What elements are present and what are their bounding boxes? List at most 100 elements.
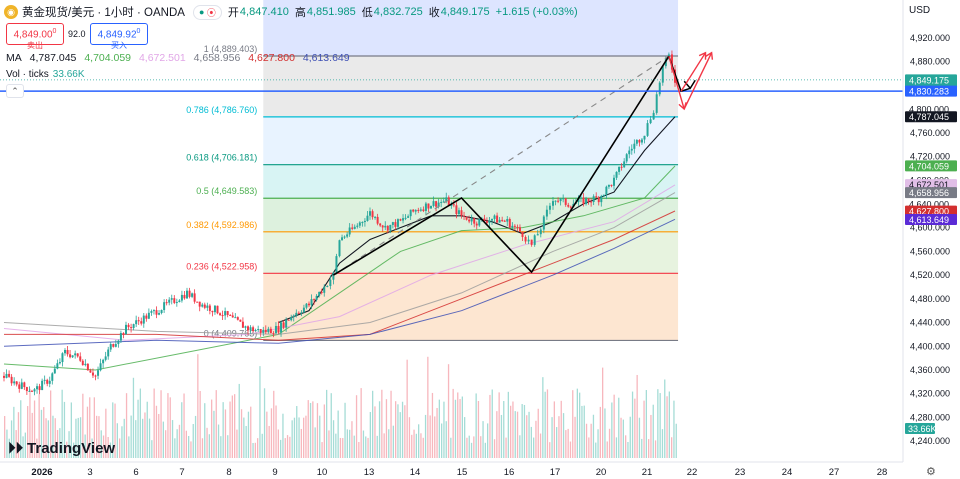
projection-arrowhead-red-1 xyxy=(678,102,687,111)
projection-arrowhead-red-3 xyxy=(705,51,714,60)
candle-body xyxy=(234,317,237,319)
volume-bar xyxy=(93,397,95,458)
candle-body xyxy=(661,66,664,83)
price-axis xyxy=(903,0,960,479)
sell-button[interactable]: 4,849.000 卖出 xyxy=(6,23,64,50)
volume-legend[interactable]: Vol · ticks 33.66K xyxy=(6,69,85,80)
volume-bar xyxy=(314,427,316,458)
volume-bar xyxy=(238,383,240,458)
volume-bar xyxy=(284,438,286,458)
volume-bar xyxy=(273,390,275,458)
candle-body xyxy=(320,291,323,293)
candle-body xyxy=(310,299,313,306)
volume-bar xyxy=(155,405,158,458)
candle-body xyxy=(554,200,557,202)
volume-bar xyxy=(102,435,105,458)
volume-bar xyxy=(259,366,261,458)
candle-body xyxy=(28,390,31,392)
candle-body xyxy=(524,236,527,242)
projection-arrow-red-1 xyxy=(668,56,685,110)
candle-body xyxy=(262,329,265,333)
price-tag-bg xyxy=(905,85,957,97)
x-tick-label: 7 xyxy=(179,467,184,478)
collapse-legend-button[interactable]: ⌃ xyxy=(6,84,24,98)
chart-header: ◉ 黄金现货/美元 · 1小时 · OANDA ● ⦿ 开 4,847.410 高… xyxy=(4,3,584,21)
volume-bar xyxy=(197,354,199,458)
volume-bar xyxy=(201,438,204,458)
volume-bar xyxy=(675,423,677,458)
candle-body xyxy=(201,304,204,307)
candle-body xyxy=(125,324,127,335)
settings-gear-icon[interactable]: ⚙ xyxy=(926,466,936,478)
volume-bar xyxy=(89,397,91,458)
candle-body xyxy=(513,225,516,227)
candle-body xyxy=(615,171,618,178)
currency-label[interactable]: USD xyxy=(909,5,931,16)
volume-bar xyxy=(558,416,560,458)
volume-bar xyxy=(666,396,668,458)
candle-body xyxy=(404,217,407,219)
candle-body xyxy=(346,234,349,237)
candle-body xyxy=(198,301,201,307)
volume-bar xyxy=(572,390,574,458)
candle-body xyxy=(193,293,196,302)
x-tick-label: 20 xyxy=(596,467,607,478)
fib-label-0.786: 0.786 (4,786.760) xyxy=(186,105,257,115)
volume-bar xyxy=(50,390,52,458)
tradingview-logo: ⏵⏵ TradingView xyxy=(8,440,115,457)
candle-body xyxy=(508,219,511,228)
y-tick-label: 4,760.000 xyxy=(910,128,950,138)
volume-bar xyxy=(167,393,169,458)
candle-body xyxy=(51,373,54,381)
volume-bar xyxy=(503,401,505,458)
volume-bar xyxy=(220,436,222,458)
candle-body xyxy=(107,349,110,357)
candle-body xyxy=(577,198,580,203)
volume-bar xyxy=(132,377,135,458)
projection-arrowhead-red-2 xyxy=(698,51,707,60)
volume-bar xyxy=(100,430,102,458)
ma-legend[interactable]: MA 4,787.045 4,704.059 4,672.501 4,658.9… xyxy=(6,52,355,64)
candle-body xyxy=(165,302,168,304)
volume-bar xyxy=(96,415,98,458)
volume-bar xyxy=(296,406,298,458)
candle-body xyxy=(216,305,219,314)
spread-value: 92.0 xyxy=(68,29,86,39)
candle-body xyxy=(53,368,56,374)
price-tag: 4,787.045 xyxy=(909,112,949,122)
candle-body xyxy=(74,353,77,356)
candle-body xyxy=(206,305,209,308)
volume-bar xyxy=(631,391,634,458)
symbol-title[interactable]: 黄金现货/美元 · 1小时 · OANDA xyxy=(22,7,185,19)
candle-body xyxy=(58,362,61,364)
candle-body xyxy=(358,222,361,226)
volume-bar xyxy=(337,410,339,458)
price-tag: 4,672.501 xyxy=(909,180,949,190)
buy-price: 4,849.92 xyxy=(97,29,137,41)
ma-line-6 xyxy=(3,218,676,347)
ma-line-4 xyxy=(3,192,676,335)
candle-body xyxy=(175,302,178,304)
volume-bar xyxy=(330,393,332,458)
high-label: 高 xyxy=(294,7,306,19)
x-tick-label: 21 xyxy=(642,467,653,478)
volume-bar xyxy=(392,425,394,458)
price-tag-bg xyxy=(905,160,957,172)
price-tag: 4,800.000 xyxy=(909,105,949,115)
candle-body xyxy=(419,209,422,211)
volume-bar xyxy=(549,442,551,458)
fib-label-0.618: 0.618 (4,706.181) xyxy=(186,153,257,163)
volume-bar xyxy=(10,420,13,458)
candle-body xyxy=(211,310,214,313)
volume-bar xyxy=(367,437,369,458)
volume-bar xyxy=(397,404,399,458)
candle-body xyxy=(264,329,267,333)
volume-bar xyxy=(622,419,624,458)
candle-body xyxy=(463,215,466,217)
volume-bar xyxy=(457,392,459,458)
candle-body xyxy=(241,321,244,328)
buy-button[interactable]: 4,849.920 买入 xyxy=(90,23,148,50)
candle-body xyxy=(402,218,405,221)
market-status-pill[interactable]: ● ⦿ xyxy=(192,4,222,20)
